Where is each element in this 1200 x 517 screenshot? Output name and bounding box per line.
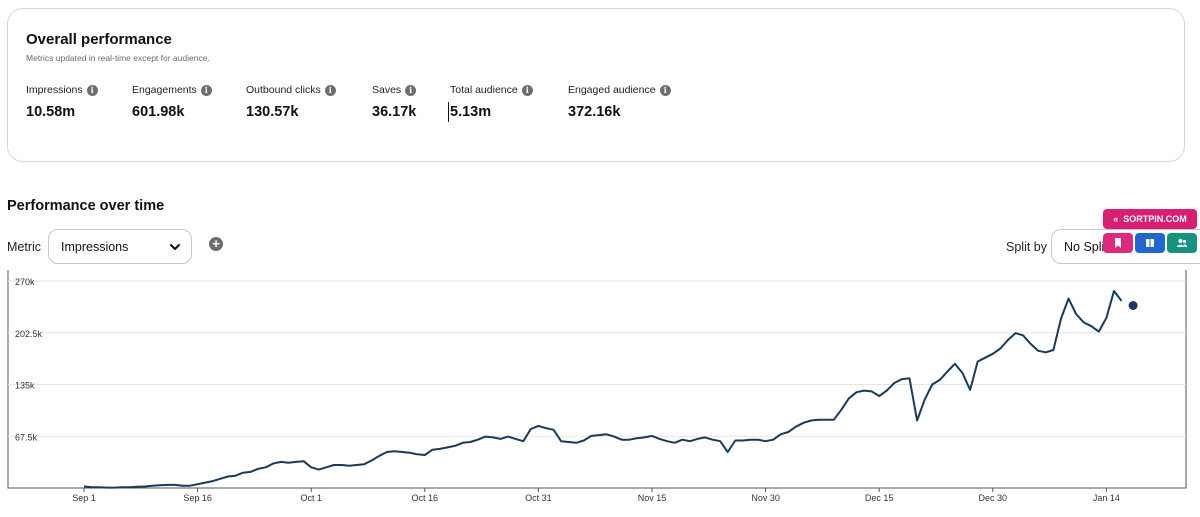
x-tick-label: Dec 15 <box>865 493 894 503</box>
metric-engagements: Engagements i 601.98k <box>132 84 212 120</box>
metric-value: 372.16k <box>568 104 621 120</box>
bookmark-icon <box>1115 238 1121 248</box>
metric-saves: Saves i 36.17k <box>372 84 416 120</box>
split-by-select[interactable]: No Split <box>1051 229 1200 264</box>
text-cursor <box>448 102 449 122</box>
metric-label: Outbound clicks <box>246 84 321 96</box>
y-tick-label: 202.5k <box>15 329 43 339</box>
split-by-label: Split by <box>1006 240 1047 254</box>
info-icon[interactable]: i <box>324 84 336 96</box>
x-tick-label: Sep 16 <box>183 493 212 503</box>
metric-impressions: Impressions i 10.58m <box>26 84 98 120</box>
sortpin-board-button[interactable] <box>1135 233 1165 253</box>
impressions-series-line <box>83 290 1123 489</box>
section-title: Performance over time <box>7 198 165 214</box>
metric-value: 36.17k <box>372 104 417 120</box>
sortpin-button[interactable]: « SORTPIN.COM <box>1103 209 1197 229</box>
metric-value: 130.57k <box>246 104 299 120</box>
metric-label: Saves <box>372 84 402 96</box>
x-tick-label: Nov 30 <box>751 493 780 503</box>
info-icon[interactable]: i <box>86 84 98 96</box>
metric-value: 5.13m <box>448 102 533 122</box>
y-tick-label: 135k <box>15 381 35 391</box>
metric-select-label: Metric <box>7 240 42 254</box>
split-by-value: No Split <box>1064 239 1108 254</box>
x-tick-label: Sep 1 <box>72 493 96 503</box>
sortpin-people-button[interactable] <box>1167 233 1197 253</box>
metric-label: Engagements <box>132 84 197 96</box>
metric-select[interactable]: Impressions <box>48 229 192 264</box>
metric-value-text: 5.13m <box>450 104 492 120</box>
last-data-point <box>1128 301 1138 310</box>
users-icon <box>1177 239 1187 247</box>
y-tick-label: 67.5k <box>15 432 38 442</box>
chart-frame <box>7 270 1187 489</box>
x-tick-label: Oct 1 <box>300 493 322 503</box>
metric-label: Engaged audience <box>568 84 656 96</box>
x-tick-label: Jan 14 <box>1093 493 1120 503</box>
info-icon[interactable]: i <box>521 84 533 96</box>
y-axis-ticks: 270k 202.5k 135k 67.5k <box>15 277 43 442</box>
card-title: Overall performance <box>26 31 172 48</box>
y-tick-label: 270k <box>15 277 35 287</box>
overall-performance-card: Overall performance Metrics updated in r… <box>7 8 1185 162</box>
metric-value: 601.98k <box>132 104 185 120</box>
x-tick-label: Oct 16 <box>412 493 439 503</box>
columns-icon <box>1146 239 1154 247</box>
sortpin-save-button[interactable] <box>1103 233 1133 253</box>
metric-select-value: Impressions <box>61 239 129 254</box>
x-tick-label: Nov 15 <box>638 493 667 503</box>
double-chevron-left-icon: « <box>1113 214 1119 224</box>
x-tick-label: Dec 30 <box>979 493 1008 503</box>
x-tick-label: Oct 31 <box>525 493 552 503</box>
x-axis-ticks: Sep 1 Sep 16 Oct 1 Oct 16 Oct 31 Nov 15 Nov 30… <box>72 488 1120 503</box>
card-subtitle: Metrics updated in real-time except for … <box>26 53 210 63</box>
metric-value: 10.58m <box>26 104 76 120</box>
add-metric-button[interactable]: + <box>209 237 223 251</box>
metric-label: Impressions <box>26 84 83 96</box>
metric-total-audience: Total audience i 5.13m <box>448 84 533 122</box>
chevron-down-icon <box>170 244 180 250</box>
metric-outbound-clicks: Outbound clicks i 130.57k <box>246 84 336 120</box>
info-icon[interactable]: i <box>659 84 671 96</box>
info-icon[interactable]: i <box>405 84 417 96</box>
chart-grid <box>7 270 1187 489</box>
metric-label: Total audience <box>450 84 518 96</box>
impressions-chart: 270k 202.5k 135k 67.5k Sep 1 Sep 16 Oct 1 Oct … <box>7 270 1187 503</box>
sortpin-label: SORTPIN.COM <box>1123 214 1187 224</box>
metric-engaged-audience: Engaged audience i 372.16k <box>568 84 671 120</box>
info-icon[interactable]: i <box>200 84 212 96</box>
